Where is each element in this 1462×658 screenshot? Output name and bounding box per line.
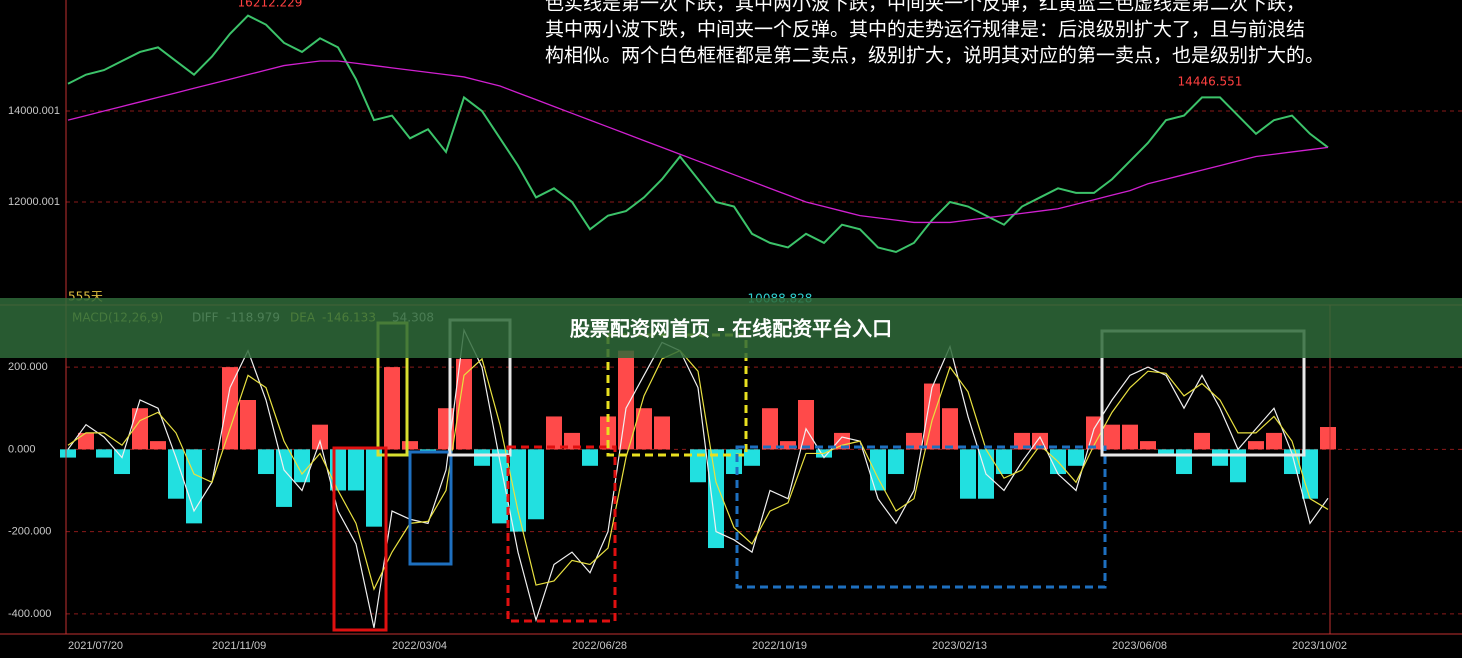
macd-bar	[150, 441, 166, 450]
marks-layer	[60, 14, 1336, 628]
macd-bar	[924, 383, 940, 450]
macd-bar	[1320, 427, 1336, 450]
macd-bar	[474, 449, 490, 466]
x-tick-label: 2022/06/28	[572, 640, 627, 652]
price-line	[67, 14, 1329, 254]
macd-bar	[618, 350, 634, 450]
note-line: 构相似。两个白色框框都是第二卖点，级别扩大，说明其对应的第一卖点，也是级别扩大的…	[545, 45, 1324, 67]
macd-line	[67, 328, 1329, 628]
x-tick-label: 2023/06/08	[1112, 640, 1167, 652]
macd-bar	[168, 449, 184, 499]
macd-bar	[1068, 449, 1084, 466]
macd-bar	[906, 432, 922, 450]
macd-bar	[78, 432, 94, 450]
macd-bar	[744, 449, 760, 466]
red-dashed-box	[506, 445, 617, 623]
macd-bar	[1302, 449, 1318, 499]
macd-bar	[456, 358, 472, 450]
macd-bar	[582, 449, 598, 466]
macd-bar	[402, 441, 418, 450]
note-line: 色实线是第一次下跌，其中两小波下跌，中间夹一个反弹，红黄蓝三色虚线是第二次下跌，	[545, 0, 1305, 15]
macd-bar	[870, 449, 886, 491]
macd-bar	[96, 449, 112, 458]
y-tick-label: 12000.001	[8, 196, 60, 208]
macd-bar	[1122, 424, 1138, 450]
y-tick-label: 0.000	[8, 443, 36, 455]
macd-bar	[330, 449, 346, 491]
macd-bar	[276, 449, 292, 507]
macd-bar	[708, 449, 724, 549]
y-tick-label: 200.000	[8, 361, 48, 373]
macd-bar	[348, 449, 364, 491]
peak-label: 14446.551	[1178, 75, 1243, 89]
macd-bar	[528, 449, 544, 520]
macd-bar	[1104, 424, 1120, 450]
macd-bar	[1248, 441, 1264, 450]
x-tick-label: 2023/02/13	[932, 640, 987, 652]
macd-bar	[492, 449, 508, 524]
macd-bar	[834, 432, 850, 450]
macd-bar	[510, 449, 526, 532]
macd-bar	[636, 408, 652, 450]
macd-bar	[762, 408, 778, 450]
blue-box	[408, 450, 453, 566]
macd-bar	[240, 399, 256, 450]
macd-bar	[780, 441, 796, 450]
macd-bar	[1140, 441, 1156, 450]
y-tick-label: -200.000	[8, 526, 51, 538]
blue-dashed-box	[735, 445, 1107, 589]
macd-bar	[798, 399, 814, 450]
macd-bar	[294, 449, 310, 483]
macd-bar	[60, 449, 76, 458]
macd-bar	[312, 424, 328, 450]
y-tick-label: -400.000	[8, 608, 51, 620]
macd-bar	[1266, 432, 1282, 450]
x-tick-label: 2023/10/02	[1292, 640, 1347, 652]
macd-bar	[564, 432, 580, 450]
x-tick-label: 2021/07/20	[68, 640, 123, 652]
price-line	[67, 60, 1329, 224]
macd-bar	[888, 449, 904, 475]
x-tick-label: 2022/03/04	[392, 640, 447, 652]
macd-bar	[1014, 432, 1030, 450]
banner-band	[0, 298, 1462, 358]
y-tick-label: 14000.001	[8, 105, 60, 117]
macd-bar	[654, 416, 670, 450]
macd-bar	[1194, 432, 1210, 450]
x-tick-label: 2022/10/19	[752, 640, 807, 652]
macd-bar	[996, 449, 1012, 475]
note-line: 其中两小波下跌，中间夹一个反弹。其中的走势运行规律是：后浪级别扩大了，且与前浪结	[545, 19, 1305, 41]
macd-bar	[258, 449, 274, 475]
macd-bar	[546, 416, 562, 450]
macd-bar	[1230, 449, 1246, 483]
macd-bar	[384, 367, 400, 450]
macd-bar	[690, 449, 706, 483]
macd-line	[67, 349, 1329, 591]
macd-bar	[114, 449, 130, 475]
macd-bar	[222, 367, 238, 450]
macd-bar	[1212, 449, 1228, 466]
red-box	[332, 446, 388, 632]
peak-label: 16212.229	[238, 0, 303, 10]
macd-bar	[1176, 449, 1192, 475]
banner-text[interactable]: 股票配资网首页 - 在线配资平台入口	[570, 317, 892, 341]
macd-bar	[726, 449, 742, 475]
x-tick-label: 2021/11/09	[212, 640, 266, 652]
macd-bar	[1158, 449, 1174, 454]
macd-bar	[942, 408, 958, 450]
macd-bar	[366, 449, 382, 527]
macd-bar	[960, 449, 976, 499]
